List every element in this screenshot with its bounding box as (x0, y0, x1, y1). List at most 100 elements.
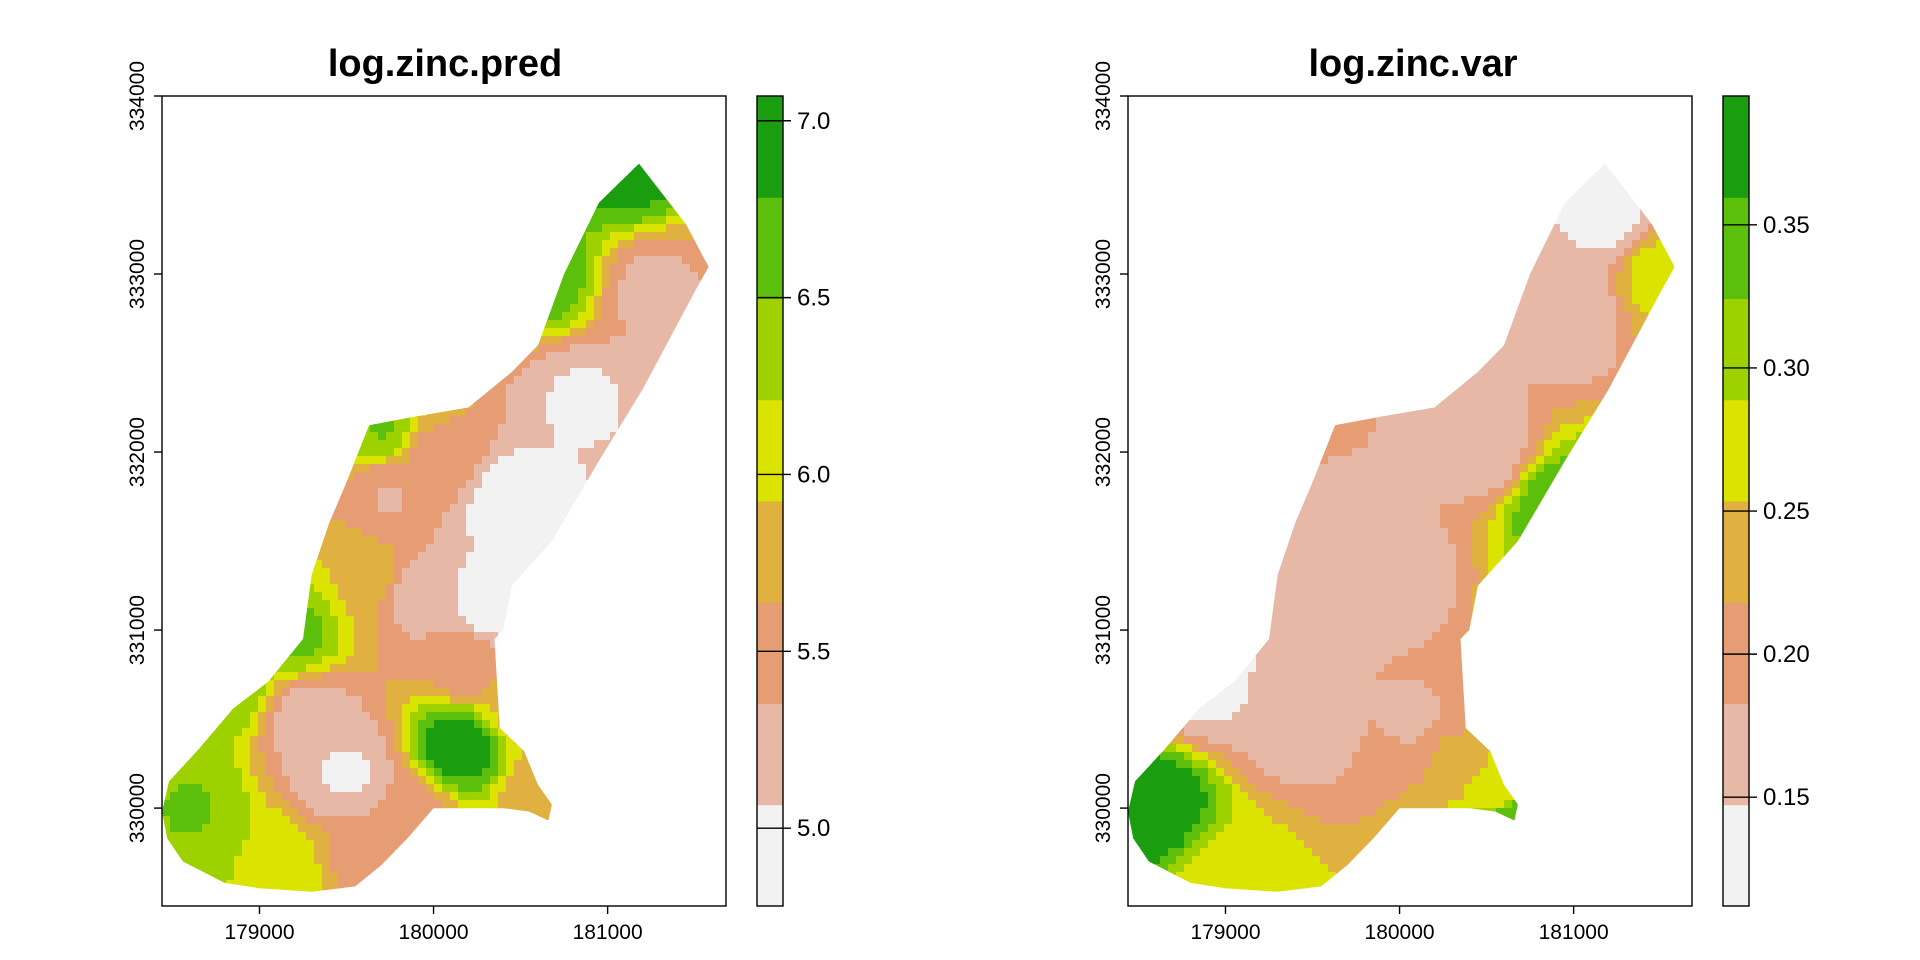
raster-cell (610, 472, 619, 481)
raster-cell (618, 640, 627, 649)
raster-cell (234, 264, 243, 273)
raster-cell (682, 312, 691, 321)
raster-cell (690, 456, 699, 465)
raster-cell (218, 168, 227, 177)
raster-cell (474, 432, 483, 441)
raster-cell (530, 424, 539, 433)
raster-cell (210, 304, 219, 313)
raster-cell (210, 536, 219, 545)
raster-cell (394, 368, 403, 377)
raster-cell (650, 560, 659, 569)
raster-cell (194, 656, 203, 665)
raster-cell (714, 472, 723, 481)
raster-cell (274, 320, 283, 329)
raster-cell (530, 512, 539, 521)
raster-cell (506, 512, 515, 521)
raster-cell (466, 544, 475, 553)
raster-cell (282, 248, 291, 257)
raster-cell (298, 176, 307, 185)
raster-cell (482, 128, 491, 137)
raster-cell (594, 616, 603, 625)
raster-cell (474, 568, 483, 577)
raster-cell (490, 584, 499, 593)
raster-cell (578, 512, 587, 521)
raster-cell (194, 400, 203, 409)
raster-cell (282, 136, 291, 145)
raster-cell (266, 368, 275, 377)
raster-cell (554, 280, 563, 289)
raster-cell (394, 163, 403, 169)
raster-cell (682, 336, 691, 345)
raster-cell (170, 240, 179, 249)
raster-cell (578, 248, 587, 257)
raster-cell (266, 240, 275, 249)
raster-cell (250, 560, 259, 569)
raster-cell (418, 424, 427, 433)
raster-cell (226, 592, 235, 601)
raster-cell (634, 163, 643, 169)
raster-cell (594, 584, 603, 593)
raster-cell (602, 432, 611, 441)
raster-cell (602, 176, 611, 185)
raster-cell (442, 368, 451, 377)
raster-cell (234, 312, 243, 321)
raster-cell (538, 544, 547, 553)
raster-cell (698, 240, 707, 249)
raster-cell (186, 320, 195, 329)
raster-cell (354, 528, 363, 537)
raster-cell (626, 520, 635, 529)
raster-cell (298, 600, 307, 609)
raster-cell (362, 568, 371, 577)
raster-cell (402, 568, 411, 577)
raster-cell (482, 560, 491, 569)
raster-cell (282, 552, 291, 561)
raster-cell (210, 640, 219, 649)
raster-cell (586, 192, 595, 201)
raster-cell (314, 376, 323, 385)
raster-cell (290, 568, 299, 577)
raster-cell (178, 248, 187, 257)
raster-cell (210, 320, 219, 329)
raster-cell (378, 408, 387, 417)
raster-cell (178, 224, 187, 233)
raster-cell (570, 288, 579, 297)
raster-cell (162, 104, 171, 113)
raster-cell (234, 200, 243, 209)
raster-cell (442, 240, 451, 249)
raster-cell (674, 112, 683, 121)
raster-cell (538, 392, 547, 401)
raster-cell (650, 640, 659, 649)
raster-cell (330, 560, 339, 569)
raster-cell (562, 328, 571, 337)
raster-cell (610, 296, 619, 305)
raster-cell (218, 240, 227, 249)
raster-cell (170, 280, 179, 289)
raster-cell (178, 512, 187, 521)
raster-cell (218, 528, 227, 537)
raster-cell (442, 128, 451, 137)
raster-cell (562, 304, 571, 313)
raster-cell (450, 384, 459, 393)
raster-cell (290, 624, 299, 633)
raster-cell (322, 480, 331, 489)
raster-cell (226, 472, 235, 481)
raster-cell (306, 424, 315, 433)
raster-cell (634, 336, 643, 345)
raster-cell (618, 232, 627, 241)
raster-cell (682, 384, 691, 393)
raster-cell (610, 192, 619, 201)
raster-cell (594, 576, 603, 585)
raster-cell (610, 104, 619, 113)
raster-cell (210, 504, 219, 513)
raster-cell (658, 552, 667, 561)
raster-cell (474, 488, 483, 497)
raster-cell (338, 240, 347, 249)
raster-cell (506, 96, 515, 105)
raster-cell (554, 360, 563, 369)
raster-cell (642, 288, 651, 297)
raster-cell (586, 520, 595, 529)
raster-cell (402, 208, 411, 217)
raster-cell (298, 608, 307, 617)
raster-cell (330, 528, 339, 537)
raster-cell (410, 248, 419, 257)
